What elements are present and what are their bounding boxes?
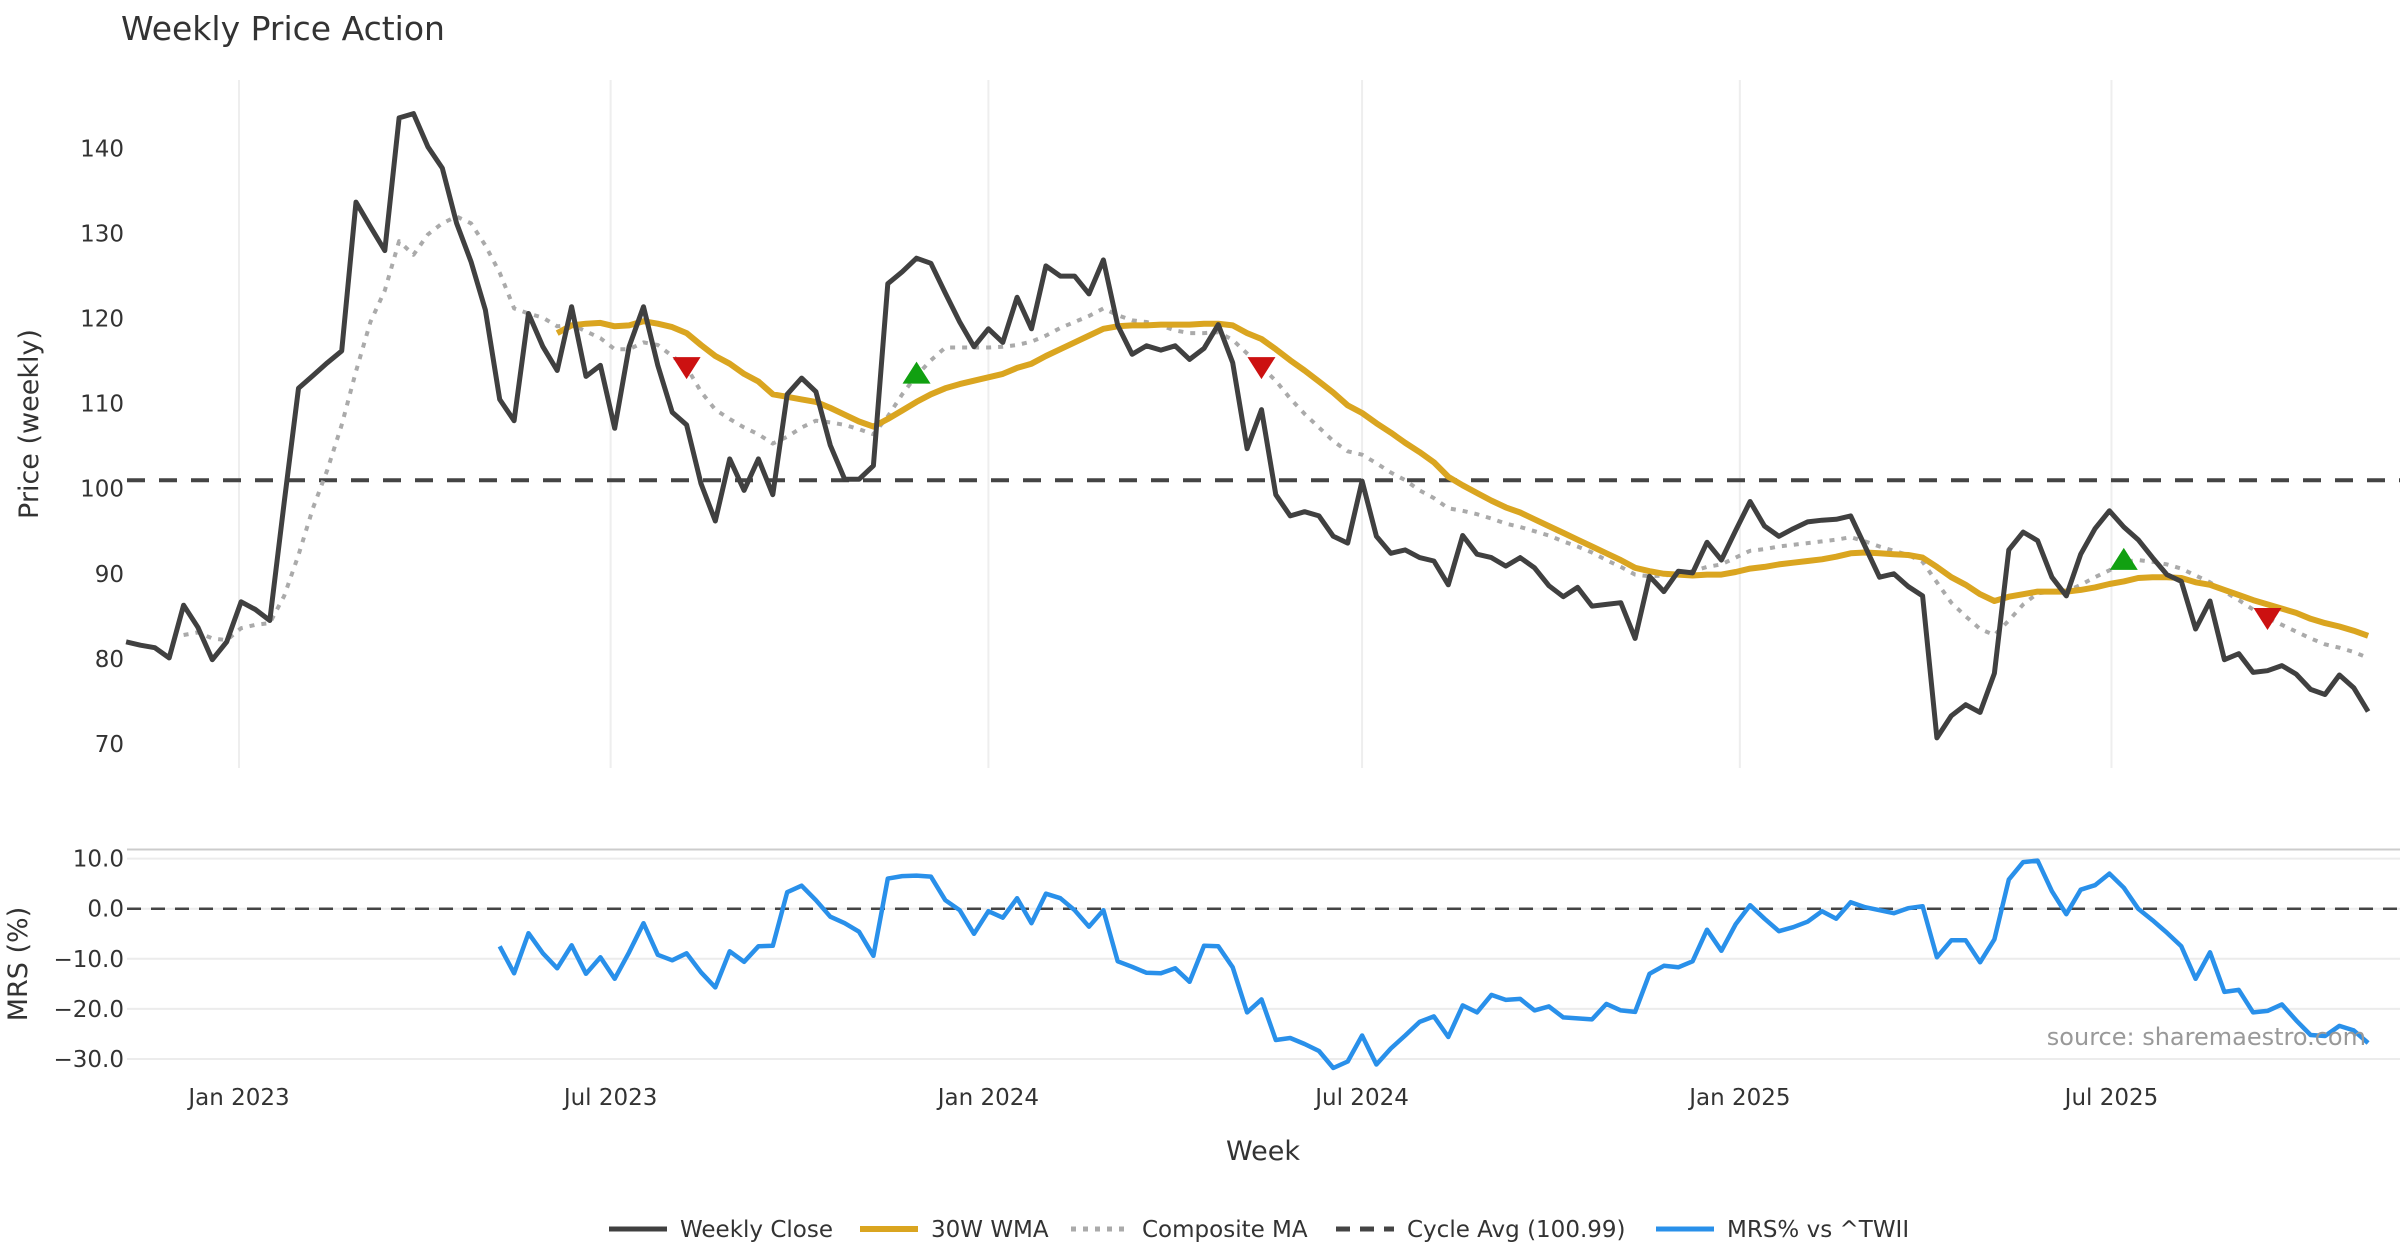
x-tick-label: Jul 2024 <box>1313 1085 1409 1111</box>
buy-signal-marker <box>2109 547 2138 570</box>
mrs-line <box>497 858 2370 1071</box>
mrs-y-tick-label: −30.0 <box>54 1047 124 1073</box>
weekly-close-line <box>125 111 2371 741</box>
signal-markers <box>672 357 2282 630</box>
price-y-axis-label: Price (weekly) <box>14 329 45 519</box>
mrs-y-tick-label: −10.0 <box>54 947 124 973</box>
x-tick-label: Jul 2025 <box>2063 1085 2159 1111</box>
x-ticks: Jan 2023 Jul 2023 Jan 2024 Jul 2024 Jan 2025… <box>186 1085 2158 1111</box>
sell-signal-marker <box>2253 607 2282 630</box>
mrs-y-tick-label: 0.0 <box>87 897 124 923</box>
legend-item: Composite MA <box>1071 1217 1308 1243</box>
price-y-tick-label: 80 <box>95 647 124 673</box>
legend-label: Cycle Avg (100.99) <box>1407 1217 1626 1243</box>
mrs-y-tick-label: 10.0 <box>73 847 124 873</box>
x-tick-label: Jul 2023 <box>562 1085 658 1111</box>
legend-item: MRS% vs ^TWII <box>1656 1217 1909 1243</box>
legend-label: 30W WMA <box>931 1217 1049 1243</box>
composite-ma-line <box>183 214 2369 660</box>
x-tick-label: Jan 2024 <box>936 1085 1039 1111</box>
legend-label: Composite MA <box>1142 1217 1308 1243</box>
sell-signal-marker <box>1247 357 1276 380</box>
mrs-y-ticks: 10.0 0.0 −10.0 −20.0 −30.0 <box>54 847 124 1073</box>
price-y-tick-label: 70 <box>95 732 124 758</box>
buy-signal-marker <box>902 361 931 384</box>
legend-label: Weekly Close <box>680 1217 833 1243</box>
mrs-y-tick-label: −20.0 <box>54 997 124 1023</box>
price-y-tick-label: 100 <box>80 477 124 503</box>
legend-item: Cycle Avg (100.99) <box>1336 1217 1626 1243</box>
chart-title: Weekly Price Action <box>121 9 445 48</box>
price-y-tick-label: 130 <box>80 222 124 248</box>
price-panel-grid <box>238 80 2113 768</box>
legend: Weekly Close 30W WMA Composite MA Cycle Avg… <box>609 1217 1909 1243</box>
legend-label: MRS% vs ^TWII <box>1727 1217 1909 1243</box>
price-series <box>125 111 2400 741</box>
sell-signal-marker <box>672 357 701 380</box>
x-axis-label: Week <box>1226 1136 1300 1167</box>
price-y-ticks: 70 80 90 100 110 120 130 140 <box>80 137 124 758</box>
x-tick-label: Jan 2025 <box>1687 1085 1790 1111</box>
legend-item: 30W WMA <box>860 1217 1049 1243</box>
price-y-tick-label: 120 <box>80 307 124 333</box>
price-y-tick-label: 90 <box>95 562 124 588</box>
price-y-tick-label: 110 <box>80 392 124 418</box>
x-tick-label: Jan 2023 <box>186 1085 289 1111</box>
mrs-series <box>127 858 2400 1071</box>
source-note: source: sharemaestro.com <box>2047 1023 2366 1051</box>
legend-item: Weekly Close <box>609 1217 833 1243</box>
mrs-y-axis-label: MRS (%) <box>3 907 34 1022</box>
price-y-tick-label: 140 <box>80 137 124 163</box>
